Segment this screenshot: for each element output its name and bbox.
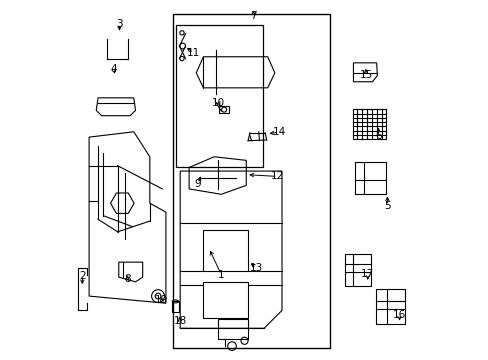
Text: 15: 15 (359, 70, 372, 80)
Text: 19: 19 (155, 296, 168, 305)
Bar (176, 24, 263, 167)
Text: 2: 2 (79, 271, 85, 281)
Bar (203, 230, 247, 271)
Text: 18: 18 (173, 316, 186, 327)
Text: 17: 17 (360, 269, 374, 279)
Text: 13: 13 (249, 262, 263, 273)
Bar (203, 282, 247, 318)
Bar (172, 301, 179, 312)
Text: 9: 9 (194, 179, 201, 189)
Bar (219, 107, 228, 113)
Bar (353, 109, 386, 139)
Text: 3: 3 (116, 18, 122, 28)
Text: 8: 8 (124, 274, 130, 284)
Bar (217, 319, 247, 339)
Bar (354, 162, 385, 194)
Text: 12: 12 (270, 171, 284, 181)
Text: 5: 5 (383, 201, 390, 211)
Text: 1: 1 (218, 270, 224, 280)
Text: 11: 11 (187, 48, 200, 58)
Text: 14: 14 (272, 127, 285, 137)
Text: 6: 6 (374, 131, 381, 141)
Text: 4: 4 (110, 64, 117, 74)
Text: 7: 7 (249, 11, 256, 21)
Bar (173, 14, 329, 348)
Text: 10: 10 (212, 98, 225, 108)
Text: 16: 16 (392, 310, 406, 320)
Bar (375, 289, 405, 324)
Bar (345, 254, 370, 287)
